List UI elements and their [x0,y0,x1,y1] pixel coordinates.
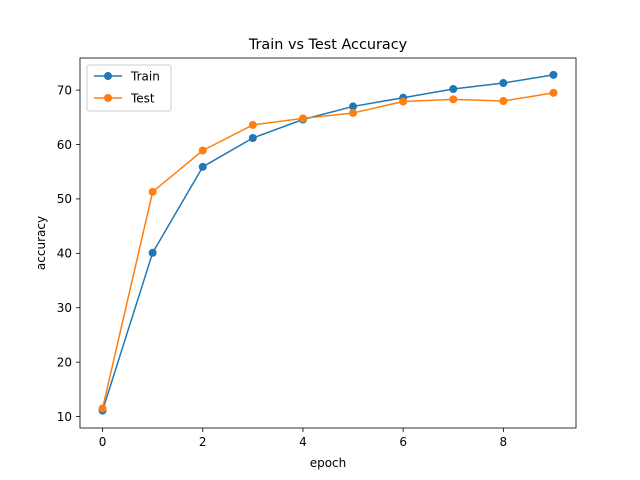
x-tick-label: 8 [500,435,508,449]
legend-swatch-marker [104,72,112,80]
x-tick-label: 0 [99,435,107,449]
y-tick-label: 30 [57,301,72,315]
x-axis-ticks: 0 2 4 6 8 [99,428,507,449]
plot-frame [79,57,577,429]
x-tick-label: 6 [399,435,407,449]
legend-entry-test: Test [94,91,155,105]
series-line-train [101,74,554,411]
x-tick-label: 4 [299,435,307,449]
data-point-test [248,120,257,129]
legend-label-train: Train [130,69,160,83]
data-point-test [98,404,107,413]
data-point-test [198,146,207,155]
y-tick-label: 50 [57,192,72,206]
legend-entry-train: Train [94,69,160,83]
chart-title: Train vs Test Accuracy [248,37,408,53]
y-tick-label: 40 [57,247,72,261]
x-axis-label: epoch [310,456,347,470]
legend: Train Test [86,64,172,112]
data-point-test [349,108,358,117]
data-point-test [148,187,157,196]
data-point-test [399,97,408,106]
plot-area [80,58,576,428]
data-point-train [449,85,458,94]
data-point-train [198,162,207,171]
data-point-train [499,79,508,88]
data-point-train [549,70,558,79]
data-point-test [449,95,458,104]
y-tick-label: 60 [57,138,72,152]
plot-background [80,58,576,428]
data-point-test [549,88,558,97]
data-point-train [349,102,358,111]
y-axis-ticks: 10 20 30 40 50 60 70 [57,83,80,424]
x-tick-label: 2 [199,435,207,449]
data-point-test [499,96,508,105]
legend-swatch-marker [104,94,112,102]
data-point-test [298,114,307,123]
data-point-train [148,248,157,257]
y-tick-label: 20 [57,355,72,369]
series-layer [98,70,558,415]
y-tick-label: 70 [57,83,72,97]
series-test [98,88,558,413]
y-tick-label: 10 [57,410,72,424]
y-axis-label: accuracy [34,216,48,270]
data-point-train [248,133,257,142]
series-line-test [101,92,554,409]
series-train [98,70,558,415]
legend-label-test: Test [130,91,155,105]
